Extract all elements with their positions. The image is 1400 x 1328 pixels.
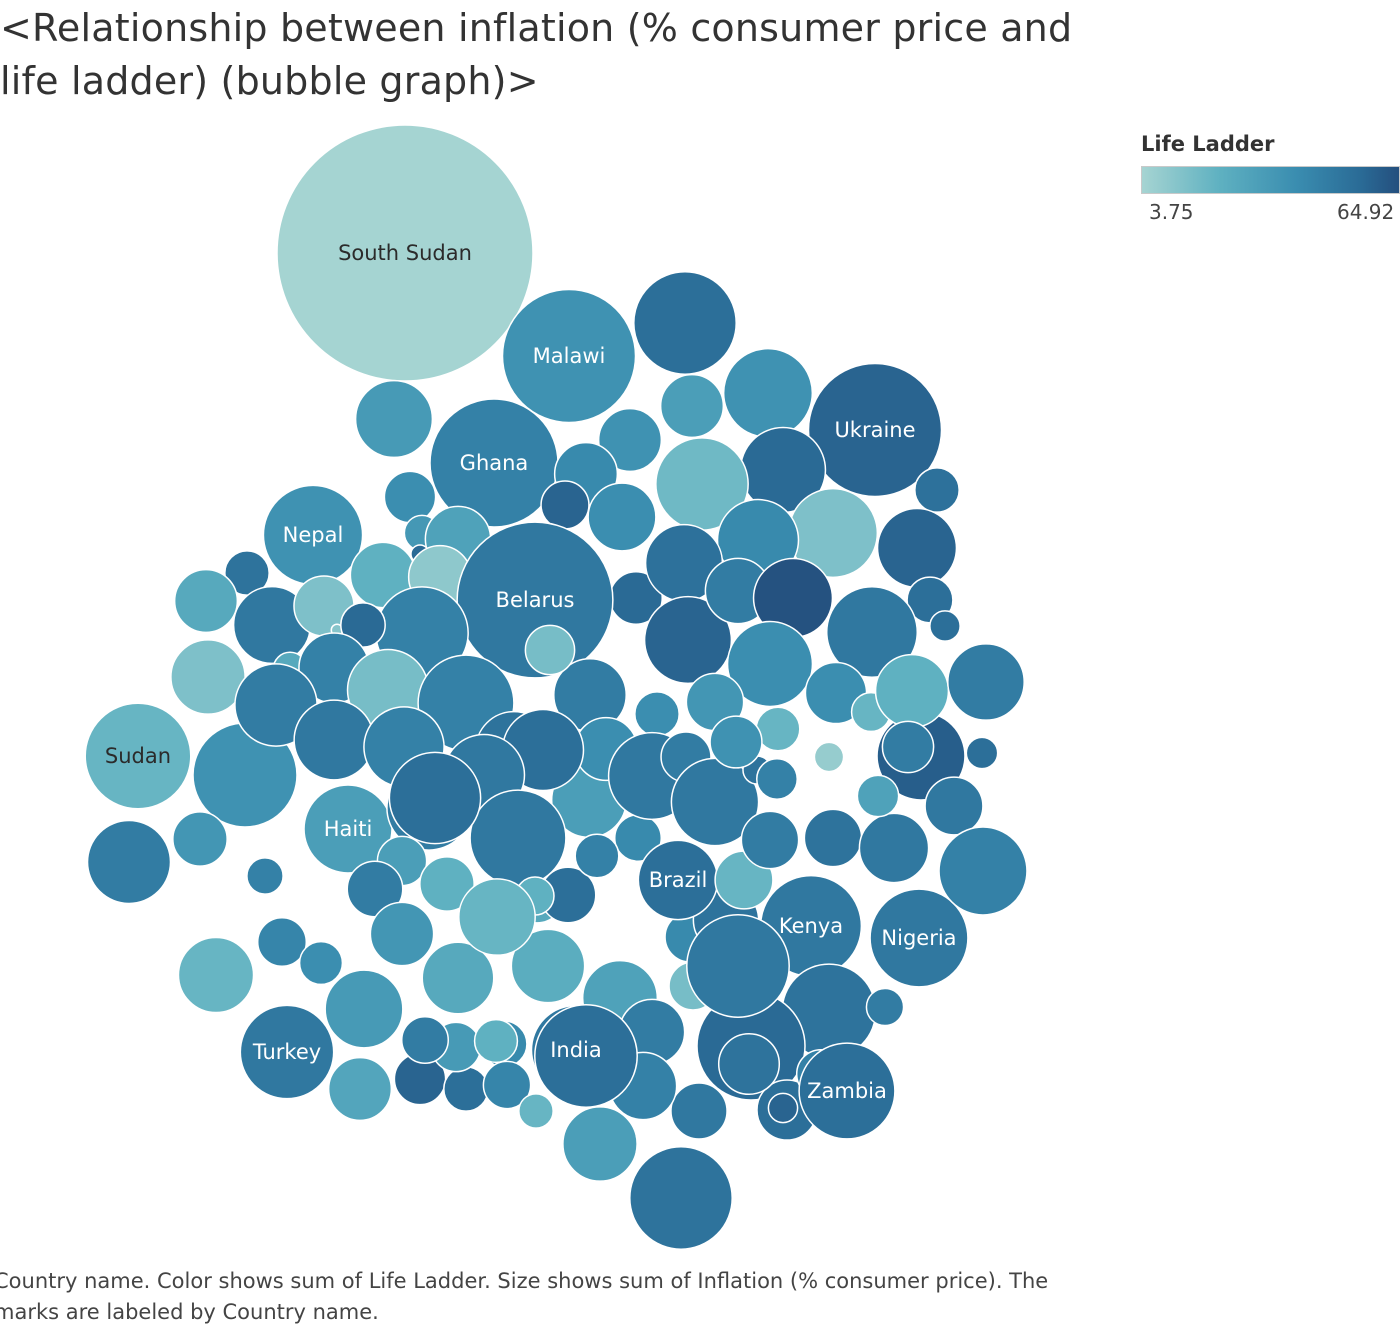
bubble[interactable] <box>177 936 255 1014</box>
bubble[interactable] <box>947 643 1025 721</box>
bubble-label: Nepal <box>283 523 344 547</box>
bubble-plot: South Sudan Malawi Ukraine Ghana Nepal Belaru… <box>84 124 1028 1250</box>
bubble[interactable] <box>534 1004 638 1108</box>
bubble[interactable] <box>246 857 284 895</box>
legend-title: Life Ladder <box>1141 132 1275 156</box>
bubble[interactable] <box>726 620 814 708</box>
bubble[interactable] <box>629 1146 733 1250</box>
bubble[interactable] <box>670 1082 728 1140</box>
bubble[interactable] <box>400 1015 450 1065</box>
bubble[interactable] <box>756 758 798 800</box>
bubble[interactable] <box>524 624 576 676</box>
bubble[interactable] <box>510 928 586 1004</box>
bubble-label: India <box>550 1038 602 1062</box>
bubble-label: Nigeria <box>881 926 956 950</box>
bubble-label: Belarus <box>496 588 575 612</box>
bubble[interactable] <box>633 271 737 375</box>
bubble-label: South Sudan <box>338 241 472 265</box>
bubble[interactable] <box>562 1106 638 1182</box>
bubble[interactable] <box>354 379 434 459</box>
bubble[interactable] <box>924 776 984 836</box>
bubble[interactable] <box>740 810 800 870</box>
bubble[interactable] <box>717 1032 781 1096</box>
bubble[interactable] <box>876 507 958 589</box>
bubble[interactable] <box>458 878 536 956</box>
bubble-label: Ukraine <box>834 418 915 442</box>
bubble[interactable] <box>518 1093 554 1129</box>
chart-title: <Relationship between inflation (% consu… <box>0 6 1073 103</box>
bubble[interactable] <box>324 969 404 1049</box>
bubble[interactable] <box>172 811 228 867</box>
bubble[interactable] <box>755 706 801 752</box>
bubble[interactable] <box>807 362 943 498</box>
bubble[interactable] <box>938 826 1028 916</box>
bubble[interactable] <box>914 467 960 513</box>
bubble[interactable] <box>865 987 905 1027</box>
bubble-label: Kenya <box>779 914 843 938</box>
bubble[interactable] <box>276 124 534 382</box>
bubble[interactable] <box>929 610 961 642</box>
bubble[interactable] <box>825 585 919 679</box>
bubble[interactable] <box>858 812 930 884</box>
bubble[interactable] <box>813 741 845 773</box>
bubble[interactable] <box>482 1060 532 1110</box>
bubble[interactable] <box>419 856 475 912</box>
bubble-group: South Sudan Malawi Ukraine Ghana Nepal Belaru… <box>84 124 1028 1250</box>
bubble-label: Ghana <box>460 451 529 475</box>
bubble[interactable] <box>881 720 935 774</box>
bubble[interactable] <box>501 288 637 424</box>
bubble[interactable] <box>421 941 495 1015</box>
bubble[interactable] <box>574 833 620 879</box>
bubble[interactable] <box>874 653 950 729</box>
bubble[interactable] <box>170 639 246 715</box>
bubble[interactable] <box>587 482 657 552</box>
bubble-label: Malawi <box>533 344 606 368</box>
legend-max-label: 64.92 <box>1337 200 1395 224</box>
bubble[interactable] <box>383 470 437 524</box>
legend-min-label: 3.75 <box>1149 200 1194 224</box>
bubble[interactable] <box>709 715 763 769</box>
bubble[interactable] <box>634 691 680 737</box>
bubble[interactable] <box>298 940 344 986</box>
bubble[interactable] <box>469 789 567 887</box>
bubble[interactable] <box>256 916 308 968</box>
bubble-label: Haiti <box>324 817 373 841</box>
bubble[interactable] <box>369 901 435 967</box>
bubble-label: Brazil <box>649 868 708 892</box>
legend-labels: 3.75 64.92 <box>1141 200 1400 226</box>
bubble[interactable] <box>173 568 239 634</box>
bubble[interactable] <box>84 702 192 810</box>
bubble[interactable] <box>239 1004 335 1100</box>
bubble[interactable] <box>540 480 590 530</box>
bubble[interactable] <box>869 888 969 988</box>
bubble[interactable] <box>456 521 614 679</box>
bubble-label: Zambia <box>807 1079 887 1103</box>
bubble[interactable] <box>856 774 900 818</box>
bubble-label: Turkey <box>252 1040 321 1064</box>
bubble[interactable] <box>767 1092 799 1124</box>
bubble[interactable] <box>388 751 482 845</box>
bubble-label: Sudan <box>105 744 171 768</box>
bubble[interactable] <box>643 595 733 685</box>
bubble[interactable] <box>597 407 663 473</box>
bubble[interactable] <box>293 699 375 781</box>
bubble[interactable] <box>686 914 790 1018</box>
legend-gradient-bar <box>1141 166 1400 194</box>
bubble[interactable] <box>798 1042 896 1140</box>
bubble[interactable] <box>803 808 863 868</box>
bubble[interactable] <box>659 373 725 439</box>
bubble[interactable] <box>86 819 172 905</box>
color-legend: Life Ladder 3.75 64.92 <box>1141 132 1400 226</box>
bubble[interactable] <box>327 1056 393 1122</box>
bubble[interactable] <box>965 736 999 770</box>
bubble[interactable] <box>722 347 814 439</box>
bubble[interactable] <box>443 1066 489 1112</box>
bubble[interactable] <box>473 1018 519 1064</box>
